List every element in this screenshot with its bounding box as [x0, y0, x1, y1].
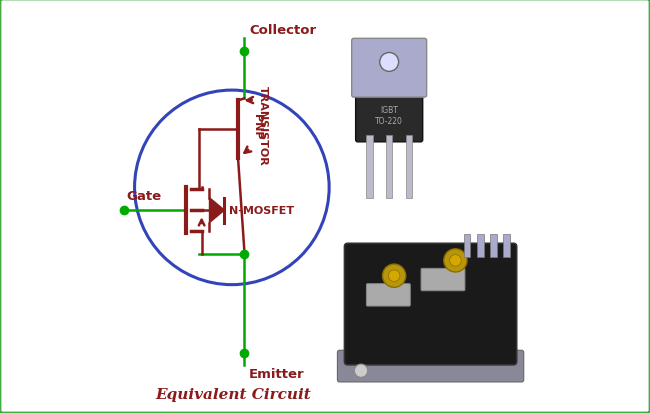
FancyBboxPatch shape — [337, 350, 524, 382]
Circle shape — [354, 364, 368, 377]
Circle shape — [444, 249, 467, 272]
Text: Equivalent Circuit: Equivalent Circuit — [155, 387, 311, 401]
FancyBboxPatch shape — [463, 235, 471, 258]
Circle shape — [380, 53, 398, 72]
FancyBboxPatch shape — [367, 135, 372, 198]
Text: IGBT
TO-220: IGBT TO-220 — [375, 106, 403, 125]
FancyBboxPatch shape — [406, 135, 412, 198]
Text: Collector: Collector — [249, 24, 317, 37]
FancyBboxPatch shape — [386, 135, 393, 198]
Circle shape — [388, 270, 400, 282]
Polygon shape — [209, 198, 224, 223]
Text: PNP: PNP — [252, 113, 262, 139]
FancyBboxPatch shape — [421, 269, 465, 291]
Text: N-MOSFET: N-MOSFET — [229, 206, 294, 216]
Text: Emitter: Emitter — [249, 368, 305, 380]
FancyBboxPatch shape — [367, 284, 410, 306]
FancyBboxPatch shape — [344, 244, 517, 365]
FancyBboxPatch shape — [477, 235, 484, 258]
Circle shape — [383, 264, 406, 287]
FancyBboxPatch shape — [490, 235, 497, 258]
FancyBboxPatch shape — [352, 39, 426, 98]
Text: Gate: Gate — [126, 190, 161, 203]
FancyBboxPatch shape — [504, 235, 510, 258]
FancyBboxPatch shape — [356, 47, 422, 142]
Circle shape — [450, 255, 461, 266]
Text: TRANSISTOR: TRANSISTOR — [257, 86, 268, 166]
